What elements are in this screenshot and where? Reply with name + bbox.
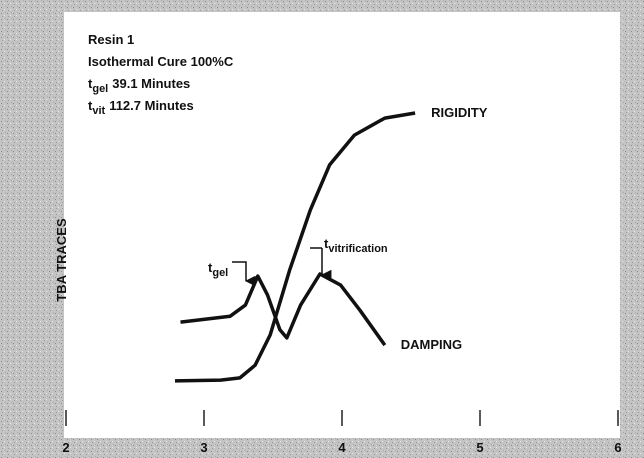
x-tick-label: 6 bbox=[614, 440, 621, 455]
subscript: gel bbox=[212, 267, 228, 279]
x-tick-label: 4 bbox=[338, 440, 346, 455]
series-line bbox=[180, 272, 387, 347]
vit-arrow bbox=[310, 247, 322, 275]
x-tick-label: 2 bbox=[62, 440, 69, 455]
info-text: 112.7 Minutes bbox=[109, 98, 194, 113]
info-line: Isothermal Cure 100%C bbox=[88, 54, 234, 69]
symbol: t bbox=[324, 236, 329, 251]
info-line: tvit 112.7 Minutes bbox=[88, 98, 194, 117]
info-line: Resin 1 bbox=[88, 32, 134, 47]
x-tick-label: 3 bbox=[200, 440, 207, 455]
info-line: tgel 39.1 Minutes bbox=[88, 76, 190, 95]
subscript: gel bbox=[92, 83, 108, 95]
series-label: DAMPING bbox=[401, 337, 462, 352]
symbol: t bbox=[88, 76, 93, 91]
y-axis-label: TBA TRACES bbox=[54, 218, 69, 302]
marker-label: tvitrification bbox=[324, 236, 388, 255]
symbol: t bbox=[208, 260, 213, 275]
symbol: t bbox=[88, 98, 93, 113]
marker-label: tgel bbox=[208, 260, 228, 279]
plot-area bbox=[64, 12, 620, 438]
gel-arrow bbox=[232, 261, 256, 287]
x-tick-label: 5 bbox=[476, 440, 483, 455]
series-label: RIGIDITY bbox=[431, 105, 488, 120]
series-line bbox=[174, 111, 416, 383]
subscript: vitrification bbox=[328, 243, 388, 255]
info-text: Isothermal Cure 100%C bbox=[88, 54, 234, 69]
info-text: 39.1 Minutes bbox=[112, 76, 190, 91]
subscript: vit bbox=[92, 105, 105, 117]
info-text: Resin 1 bbox=[88, 32, 134, 47]
